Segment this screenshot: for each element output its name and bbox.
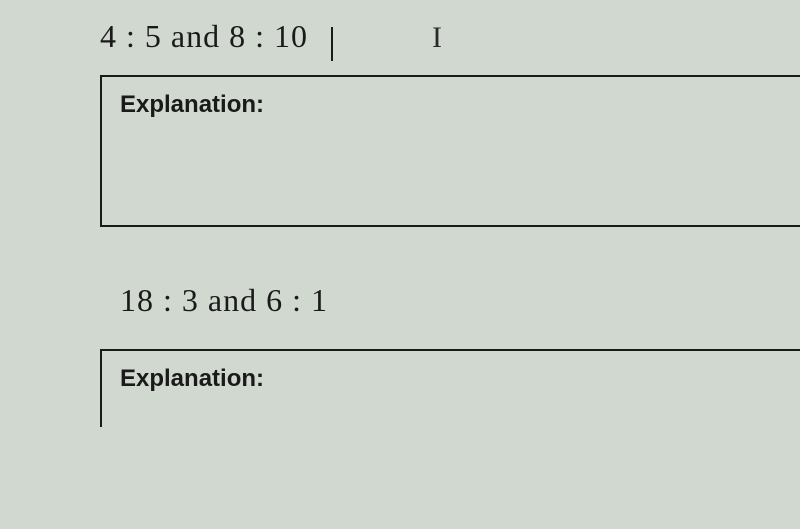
question-prompt-text: 4 : 5 and 8 : 10 xyxy=(100,18,308,54)
explanation-label: Explanation: xyxy=(120,91,264,118)
question-prompt: 18 : 3 and 6 : 1 xyxy=(100,282,800,319)
question-prompt-text: 18 : 3 and 6 : 1 xyxy=(120,282,328,318)
question-block-2: 18 : 3 and 6 : 1 Explanation: xyxy=(100,282,800,427)
explanation-label: Explanation: xyxy=(120,365,264,392)
ibeam-cursor-icon: I xyxy=(432,21,443,55)
worksheet-content: 4 : 5 and 8 : 10 I Explanation: 18 : 3 a… xyxy=(0,0,800,427)
explanation-input-box[interactable]: Explanation: xyxy=(100,75,800,227)
explanation-input-box[interactable]: Explanation: xyxy=(100,349,800,427)
question-prompt: 4 : 5 and 8 : 10 I xyxy=(100,18,800,57)
text-cursor-caret xyxy=(331,27,333,61)
question-block-1: 4 : 5 and 8 : 10 I Explanation: xyxy=(100,18,800,227)
